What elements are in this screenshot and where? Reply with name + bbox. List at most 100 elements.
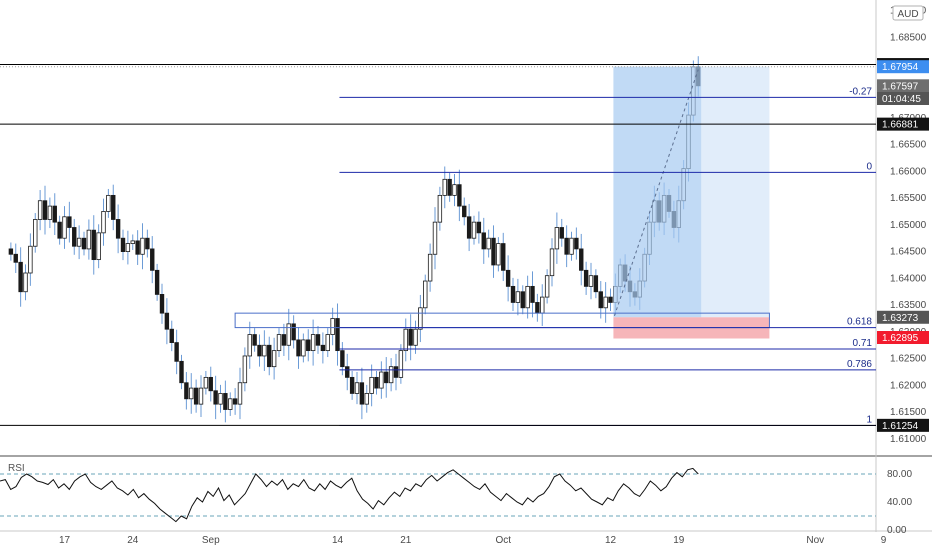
price-tag[interactable]: 1.66881 (877, 117, 929, 131)
candle-body (267, 344, 272, 368)
time-axis[interactable]: 17 24 Sep 14 21 Oct 12 19 Nov 9 (59, 535, 887, 546)
candle-body (393, 366, 399, 378)
candle (354, 372, 360, 405)
candle (198, 375, 204, 417)
price-tag-box (877, 310, 929, 324)
candle-body (379, 371, 384, 389)
candle (432, 207, 438, 270)
candle (154, 263, 160, 301)
time-tick-label: 12 (605, 535, 617, 546)
candle (86, 219, 92, 260)
price-tag[interactable]: 1.67954 (877, 60, 929, 74)
candle-body (676, 200, 681, 228)
rsi-pane[interactable]: RSI 80.00 40.00 0.00 (0, 463, 912, 536)
candle-body (549, 248, 555, 277)
price-tag[interactable]: 1.62895 (877, 331, 929, 345)
candle (403, 318, 408, 362)
price-tick-label: 1.64000 (890, 273, 927, 284)
candle-body (291, 323, 296, 341)
fib-level-label: 0 (866, 161, 872, 172)
candle (111, 184, 116, 231)
candle-body (242, 355, 248, 384)
price-tag[interactable]: 1.61254 (877, 418, 929, 432)
candle (676, 185, 681, 243)
candle (262, 330, 267, 371)
candle (661, 182, 667, 235)
price-tag-value: 1.62895 (882, 333, 919, 344)
price-tag-value: 1.67954 (882, 62, 919, 73)
candle-body (540, 296, 545, 314)
candle (306, 329, 311, 362)
candle-body (276, 334, 282, 352)
candle-body (320, 344, 326, 352)
candle (276, 328, 282, 358)
candle (535, 293, 540, 322)
candle-body (618, 264, 623, 287)
candle-body (627, 280, 633, 293)
candle (130, 234, 135, 250)
candle (413, 320, 418, 354)
candle-body (120, 237, 126, 252)
rsi-tick-label: 80.00 (887, 469, 912, 480)
candle-body (354, 382, 360, 394)
long-position-target-zone (613, 66, 770, 318)
candle-body (13, 253, 18, 263)
candle (501, 232, 506, 282)
candle (242, 347, 248, 392)
candle-body (169, 328, 174, 343)
candle-body (427, 253, 433, 282)
candle-body (491, 237, 496, 266)
price-tag[interactable]: 01:04:45 (877, 91, 929, 105)
candle (247, 321, 252, 369)
price-tag[interactable]: 1.67597 (877, 79, 929, 93)
candle-body (154, 269, 160, 295)
currency-badge[interactable]: AUD (892, 5, 924, 21)
candle (237, 367, 243, 420)
candle (47, 197, 53, 229)
time-tick-label: 24 (127, 535, 139, 546)
candle (544, 269, 550, 304)
price-tag[interactable]: 1.63273 (877, 310, 929, 324)
candle (637, 268, 642, 310)
candle (91, 215, 96, 275)
time-tick-label: Nov (806, 535, 824, 546)
price-tick-label: 1.63500 (890, 300, 927, 311)
candle (57, 215, 62, 245)
candle-body (262, 344, 267, 357)
candle (13, 243, 18, 273)
candle-body (145, 237, 150, 250)
candle (583, 261, 589, 295)
candle-body (33, 219, 38, 247)
candle-body (247, 334, 252, 357)
candle-body (76, 237, 82, 247)
rsi-label: RSI (8, 463, 25, 474)
candle-body (418, 307, 423, 330)
fib-level-label: 0.71 (853, 338, 873, 349)
trend-dashed-line (613, 69, 699, 316)
candle-body (315, 334, 321, 346)
candle-body (579, 248, 584, 271)
candle (364, 384, 369, 413)
candle (671, 200, 677, 239)
price-axis[interactable]: 1.690001.685001.680001.675001.670001.665… (877, 6, 929, 445)
candle-body (150, 248, 155, 271)
price-tag-value: 1.63273 (882, 313, 919, 324)
candle-body (510, 285, 516, 303)
candle-body (554, 227, 560, 250)
candle-body (471, 221, 477, 239)
candle-body (608, 296, 613, 303)
fib-level-label: -0.27 (849, 86, 872, 97)
candle-body (403, 328, 408, 352)
candle-body (408, 328, 413, 346)
candle-body (593, 275, 599, 293)
candle (374, 370, 379, 395)
candle-body (486, 237, 491, 250)
candle-body (613, 285, 618, 303)
price-tick-label: 1.62500 (890, 354, 927, 365)
candle (457, 169, 462, 222)
candle (223, 380, 228, 423)
candle-body (101, 211, 106, 234)
candle (549, 238, 555, 287)
candle-body (306, 339, 311, 352)
